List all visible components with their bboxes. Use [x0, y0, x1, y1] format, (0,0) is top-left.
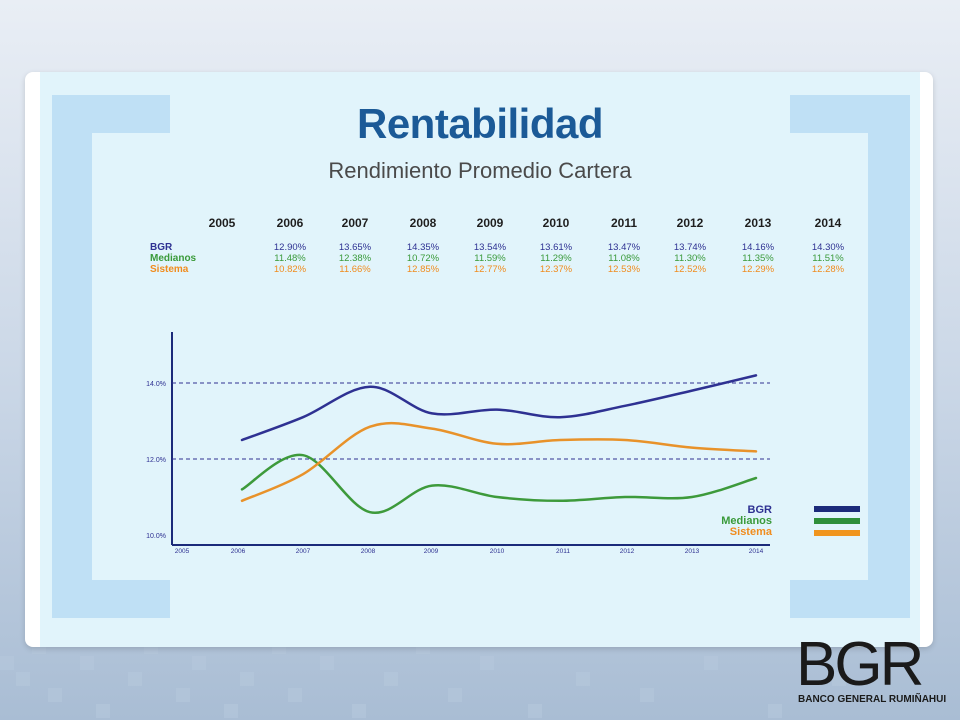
legend-label-medianos: Medianos — [721, 515, 772, 527]
table-cell: 14.35% — [406, 242, 440, 253]
table-cell: 11.59% — [474, 253, 506, 264]
table-cell: 12.28% — [811, 264, 845, 275]
table-cell: 10.82% — [273, 264, 307, 275]
table-row-label: BGR — [150, 242, 173, 253]
bank-name: BANCO GENERAL RUMIÑAHUI — [798, 694, 947, 705]
x-tick-label: 2008 — [361, 548, 376, 555]
legend-bar-sistema — [814, 530, 860, 536]
table-cell: 11.51% — [812, 253, 844, 264]
legend-label-bgr: BGR — [747, 504, 772, 516]
table-cell: 12.85% — [406, 264, 440, 275]
table-year-header: 2010 — [542, 216, 570, 230]
y-tick-label: 12.0% — [146, 457, 166, 464]
table-year-header: 2007 — [341, 216, 369, 230]
table-cell: 13.74% — [673, 242, 707, 253]
table-year-header: 2008 — [409, 216, 437, 230]
x-tick-label: 2010 — [490, 548, 505, 555]
right-bracket-side — [868, 95, 910, 618]
x-tick-label: 2012 — [620, 548, 635, 555]
y-tick-label: 14.0% — [146, 381, 166, 388]
y-tick-label: 10.0% — [146, 533, 166, 540]
slide-title: Rentabilidad — [356, 100, 604, 147]
series-line-medianos — [240, 453, 758, 514]
bgr-logo: BGR — [796, 630, 924, 699]
legend-bar-bgr — [814, 506, 860, 512]
table-year-header: 2006 — [276, 216, 304, 230]
table-cell: 12.90% — [273, 242, 307, 253]
content-panel — [40, 72, 920, 647]
table-cell: 11.29% — [540, 253, 572, 264]
table-row-label: Medianos — [150, 253, 197, 264]
x-tick-label: 2014 — [749, 548, 764, 555]
right-bracket-bottom — [790, 580, 910, 618]
table-year-header: 2014 — [814, 216, 842, 230]
left-bracket-bottom — [52, 580, 170, 618]
table-year-header: 2012 — [676, 216, 704, 230]
x-tick-label: 2013 — [685, 548, 700, 555]
table-cell: 13.61% — [539, 242, 573, 253]
series-line-bgr — [240, 374, 758, 442]
legend-label-sistema: Sistema — [729, 526, 772, 538]
table-cell: 10.72% — [406, 253, 440, 264]
x-tick-label: 2005 — [175, 548, 190, 555]
x-tick-label: 2006 — [231, 548, 246, 555]
table-cell: 13.65% — [338, 242, 372, 253]
table-cell: 12.52% — [673, 264, 707, 275]
legend-bar-medianos — [814, 518, 860, 524]
x-tick-label: 2009 — [424, 548, 439, 555]
table-year-header: 2005 — [208, 216, 236, 230]
table-cell: 12.77% — [473, 264, 507, 275]
table-cell: 11.48% — [274, 253, 306, 264]
x-tick-label: 2007 — [296, 548, 311, 555]
table-cell: 11.66% — [339, 264, 371, 275]
table-cell: 12.29% — [741, 264, 775, 275]
table-row-label: Sistema — [150, 264, 189, 275]
x-tick-label: 2011 — [556, 548, 570, 555]
table-cell: 11.35% — [742, 253, 774, 264]
table-cell: 14.30% — [811, 242, 845, 253]
table-cell: 13.54% — [473, 242, 507, 253]
table-cell: 14.16% — [741, 242, 775, 253]
series-line-sistema — [240, 421, 758, 503]
table-year-header: 2011 — [610, 216, 638, 230]
table-cell: 12.53% — [607, 264, 641, 275]
table-cell: 11.30% — [674, 253, 706, 264]
table-cell: 12.38% — [338, 253, 372, 264]
table-cell: 11.08% — [608, 253, 640, 264]
slide-subtitle: Rendimiento Promedio Cartera — [328, 158, 632, 183]
table-cell: 13.47% — [607, 242, 641, 253]
table-year-header: 2013 — [744, 216, 772, 230]
table-year-header: 2009 — [476, 216, 504, 230]
table-cell: 12.37% — [539, 264, 573, 275]
left-bracket-side — [52, 95, 92, 618]
